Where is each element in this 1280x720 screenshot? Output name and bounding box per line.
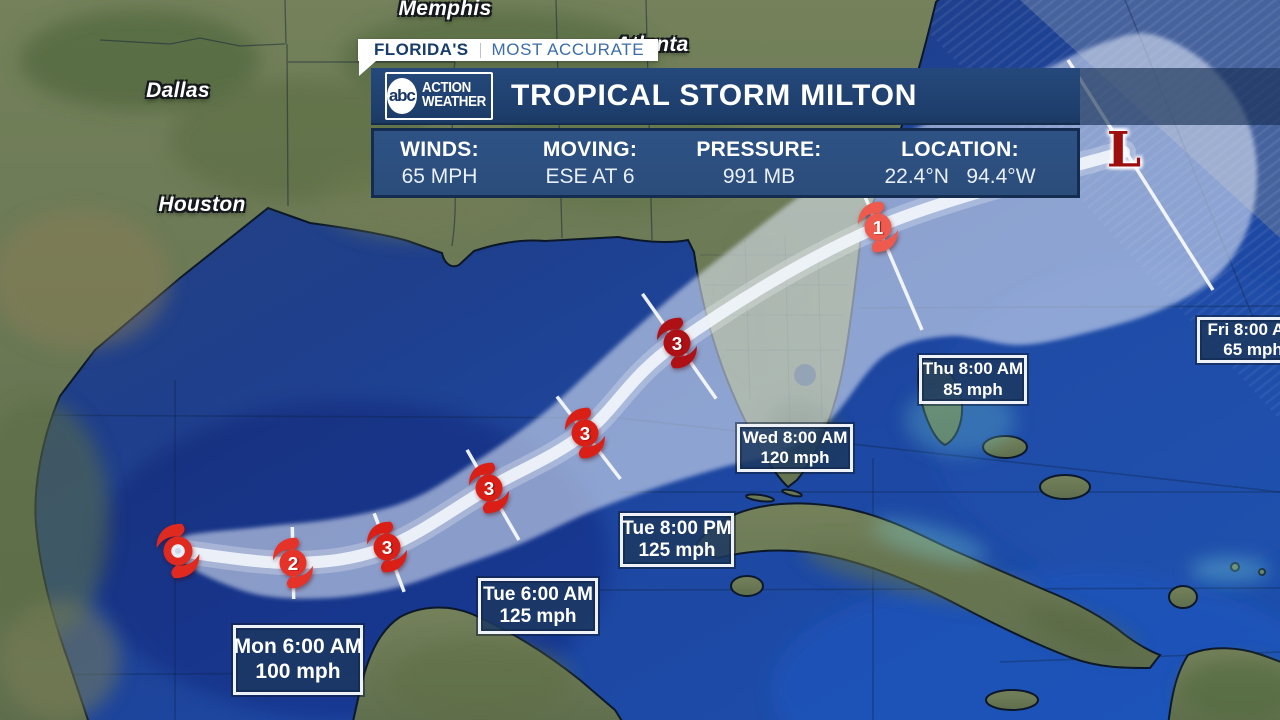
tab-tagline: MOST ACCURATE [491,40,645,59]
forecast-time: Fri 8:00 AM [1207,319,1280,339]
stat-winds: WINDS: 65 MPH [400,137,479,188]
svg-text:2: 2 [288,554,299,575]
logo-line1: ACTION [421,79,471,96]
forecast-time: Wed 8:00 AM [742,427,848,447]
header-band-extension [1080,68,1280,125]
stat-moving: MOVING: ESE AT 6 [542,137,638,188]
city-label-dallas: Dallas [146,79,210,102]
svg-text:3: 3 [581,425,592,446]
svg-text:3: 3 [580,424,591,445]
logo-line2: WEATHER [421,93,486,110]
storm-title: TROPICAL STORM MILTON [511,78,918,112]
forecast-wind: 125 mph [499,606,577,627]
svg-text:3: 3 [484,479,495,500]
forecast-label: Thu 8:00 AM 85 mph [919,355,1027,404]
current-storm-icon [149,522,207,580]
forecast-label: Tue 6:00 AM 125 mph [478,578,598,634]
svg-text:1: 1 [874,219,885,240]
stat-pressure: PRESSURE: 991 MB [696,137,822,188]
forecast-wind: 85 mph [943,379,1003,399]
svg-text:3: 3 [673,335,684,356]
city-label-memphis: Memphis [398,0,492,20]
station-tab: FLORIDA'S MOST ACCURATE [358,39,659,76]
svg-text:1: 1 [873,218,884,239]
hurricane-icon-cat3: 3 3 [462,461,516,515]
hurricane-icon-cat3: 3 3 [558,406,612,460]
forecast-wind: 100 mph [255,660,341,683]
hurricane-icon-cat3: 3 3 [650,316,704,370]
forecast-time: Tue 8:00 PM [622,517,732,539]
forecast-label: Fri 8:00 AM65 mph [1197,317,1280,363]
abc-logo-icon: abc [387,77,417,114]
forecast-label: Wed 8:00 AM 120 mph [737,424,853,472]
forecast-time: Tue 6:00 AM [483,583,593,605]
tab-divider-icon [479,42,481,58]
stat-location: LOCATION: 22.4°N 94.4°W [884,137,1036,188]
svg-text:3: 3 [672,334,683,355]
low-pressure-marker: L [1106,120,1142,179]
abc-action-weather-logo: abc ACTION WEATHER [385,71,493,120]
land-isle-of-youth [730,575,764,597]
title-bar: abc ACTION WEATHER TROPICAL STORM MILTON [371,68,1080,125]
forecast-wind: 120 mph [760,448,830,467]
svg-text:3: 3 [383,539,394,560]
forecast-label: Mon 6:00 AM 100 mph [233,625,363,695]
forecast-time: Mon 6:00 AM [233,635,363,659]
svg-text:3: 3 [485,480,496,501]
city-label-houston: Houston [158,193,246,216]
forecast-wind: 125 mph [638,540,716,561]
svg-text:3: 3 [382,538,393,559]
hurricane-icon-cat1: 1 1 [851,200,905,254]
forecast-label: Tue 8:00 PM 125 mph [620,513,734,567]
forecast-time: Thu 8:00 AM [922,359,1024,379]
tab-tail-icon [359,61,376,76]
land-jamaica [985,689,1039,711]
tab-brand: FLORIDA'S [374,40,469,59]
svg-text:2: 2 [289,555,300,576]
hurricane-icon-cat3: 3 3 [360,520,414,574]
forecast-wind: 65 mph [1223,340,1280,359]
stats-bar: WINDS: 65 MPH MOVING: ESE AT 6 PRESSURE:… [371,128,1080,198]
hurricane-icon-cat2: 2 2 [266,536,320,590]
logo-text: ACTION WEATHER [421,79,486,110]
